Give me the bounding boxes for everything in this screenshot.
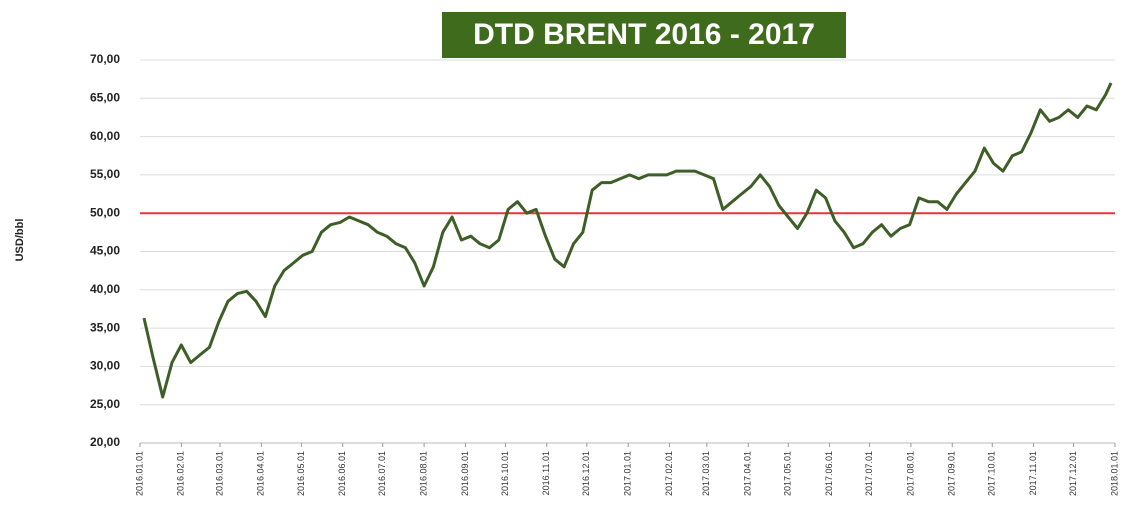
y-tick-label: 50,00 bbox=[90, 205, 120, 219]
x-tick-label: 2017.01.01 bbox=[623, 451, 633, 496]
x-tick-label: 2017.09.01 bbox=[947, 451, 957, 496]
y-tick-label: 20,00 bbox=[90, 435, 120, 449]
y-tick-label: 70,00 bbox=[90, 52, 120, 66]
y-axis-label: USD/bbl bbox=[14, 219, 26, 262]
x-tick-label: 2016.09.01 bbox=[460, 451, 470, 496]
y-tick-label: 25,00 bbox=[90, 397, 120, 411]
x-tick-label: 2017.08.01 bbox=[905, 451, 915, 496]
x-tick-label: 2017.07.01 bbox=[864, 451, 874, 496]
x-tick-label: 2016.06.01 bbox=[337, 451, 347, 496]
x-tick-label: 2018.01.01 bbox=[1109, 451, 1119, 496]
x-tick-label: 2016.11.01 bbox=[541, 451, 551, 495]
x-tick-label: 2016.08.01 bbox=[418, 451, 428, 496]
x-tick-label: 2016.03.01 bbox=[214, 451, 224, 496]
title-box bbox=[442, 12, 846, 58]
y-tick-label: 55,00 bbox=[90, 167, 120, 181]
x-tick-label: 2017.04.01 bbox=[743, 451, 753, 496]
x-tick-label: 2016.04.01 bbox=[256, 451, 266, 496]
x-tick-label: 2017.06.01 bbox=[824, 451, 834, 496]
x-tick-label: 2016.07.01 bbox=[377, 451, 387, 496]
x-tick-label: 2017.10.01 bbox=[987, 451, 997, 496]
chart-title: DTD BRENT 2016 - 2017 bbox=[473, 18, 815, 51]
x-tick-label: 2017.02.01 bbox=[664, 451, 674, 496]
x-tick-label: 2017.12.01 bbox=[1068, 451, 1078, 496]
y-tick-label: 60,00 bbox=[90, 129, 120, 143]
x-tick-label: 2016.10.01 bbox=[500, 451, 510, 496]
x-tick-label: 2016.12.01 bbox=[581, 451, 591, 496]
y-tick-label: 45,00 bbox=[90, 244, 120, 258]
x-tick-label: 2016.05.01 bbox=[296, 451, 306, 496]
y-tick-label: 35,00 bbox=[90, 320, 120, 334]
x-tick-label: 2016.02.01 bbox=[176, 451, 186, 496]
x-tick-label: 2016.01.01 bbox=[134, 451, 144, 496]
price-line bbox=[142, 82, 1113, 399]
y-tick-label: 30,00 bbox=[90, 359, 120, 373]
y-tick-label: 65,00 bbox=[90, 90, 120, 104]
x-tick-label: 2017.03.01 bbox=[701, 451, 711, 496]
y-tick-label: 40,00 bbox=[90, 282, 120, 296]
x-tick-label: 2017.05.01 bbox=[783, 451, 793, 496]
x-tick-label: 2017.11.01 bbox=[1028, 451, 1038, 495]
